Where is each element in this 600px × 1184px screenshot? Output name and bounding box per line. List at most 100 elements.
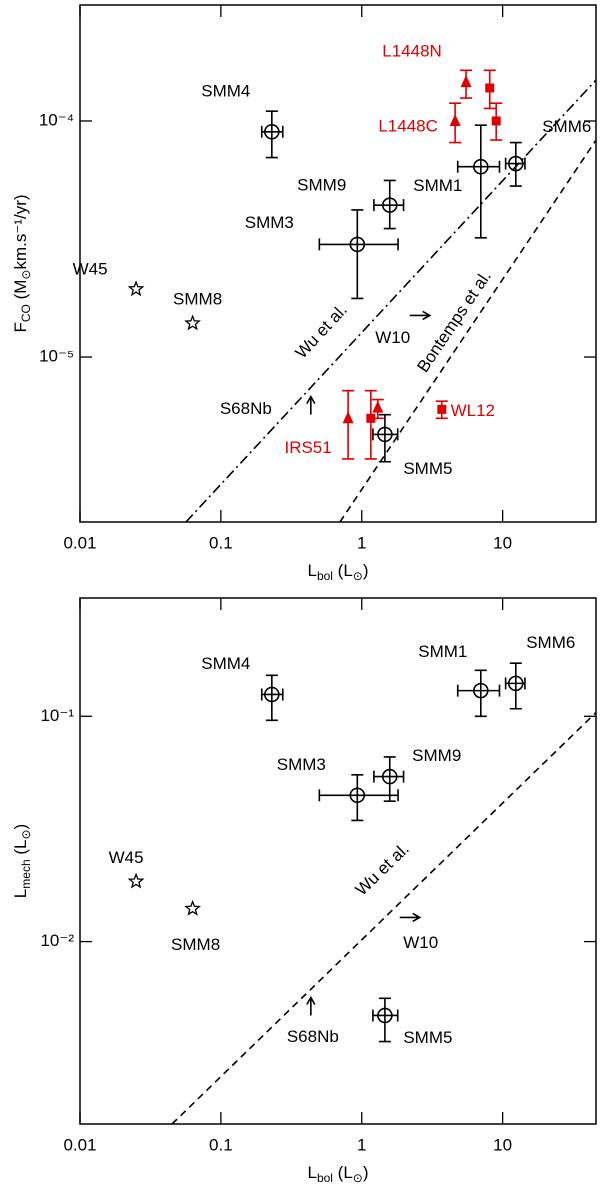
point [127, 872, 145, 889]
point-label: SMM4 [201, 654, 250, 673]
x-error-bar [456, 160, 501, 173]
point [127, 280, 145, 297]
point [507, 675, 524, 692]
label-part: (M [11, 280, 30, 305]
point [409, 310, 432, 321]
point-label: S68Nb [287, 1027, 339, 1046]
x-error-bar [373, 199, 405, 212]
point [473, 158, 489, 175]
x-error-bar [373, 770, 405, 783]
point [349, 236, 366, 253]
label-part: (L [11, 840, 30, 860]
y-error-bar [474, 124, 487, 239]
point [349, 787, 366, 804]
point [264, 123, 280, 140]
relation-line [171, 711, 596, 1124]
point [184, 899, 201, 916]
y-tick-label: 10⁻¹ [40, 706, 74, 725]
point-label: SMM1 [418, 642, 467, 661]
point [184, 314, 201, 331]
x-error-bar [456, 684, 501, 697]
y-error-bar [351, 773, 364, 822]
x-error-bar [372, 1009, 399, 1022]
y-error-bar [378, 997, 391, 1043]
point-label: W45 [109, 848, 144, 867]
point-label: L1448C [378, 116, 438, 135]
y-error-bar [474, 669, 487, 718]
point [366, 413, 376, 423]
x-error-bar [318, 789, 399, 802]
y-tick-label: 10⁻² [40, 931, 74, 950]
point-label: L1448N [382, 42, 442, 61]
point [473, 682, 489, 699]
point-label: SMM5 [403, 1028, 452, 1047]
y-error-bar [378, 413, 391, 463]
label-part: L [307, 1163, 316, 1182]
y-error-bar [364, 389, 377, 460]
point [381, 197, 398, 213]
x-axis-label: Lbol (L⊙) [307, 561, 368, 583]
label-part: km.s⁻¹/yr) [11, 194, 30, 269]
point [507, 155, 524, 172]
point [264, 686, 280, 703]
x-error-bar [318, 238, 399, 251]
point-label: WL12 [451, 401, 495, 420]
label-part: F [11, 322, 30, 332]
point-label: SMM5 [403, 459, 452, 478]
label-part: ) [11, 824, 30, 830]
label-part: ) [363, 1163, 369, 1182]
x-tick-label: 0.01 [63, 533, 96, 552]
label-part: mech [19, 859, 33, 888]
x-tick-label: 1 [357, 1135, 366, 1154]
point [399, 912, 422, 923]
y-axis-label: Lmech (L⊙) [11, 824, 33, 898]
point [342, 411, 354, 424]
plot-frame [79, 4, 597, 523]
point [377, 426, 393, 443]
point [377, 1007, 393, 1024]
line-label: Bontemps et al. [413, 267, 495, 376]
point-label: SMM1 [413, 176, 462, 195]
y-axis-label: FCO (M⊙km.s⁻¹/yr) [11, 194, 33, 332]
x-tick-label: 0.01 [63, 1135, 96, 1154]
point-label: S68Nb [220, 399, 272, 418]
point [306, 995, 316, 1016]
point-label: IRS51 [284, 438, 331, 457]
point-label: SMM4 [201, 81, 250, 100]
point [381, 768, 398, 785]
x-tick-label: 0.1 [209, 533, 233, 552]
point-label: SMM9 [297, 176, 346, 195]
point-label: SMM3 [277, 755, 326, 774]
point-label: W45 [73, 260, 108, 279]
y-error-bar [383, 756, 396, 802]
x-error-bar [372, 428, 399, 441]
label-part: L [307, 561, 316, 580]
label-part: (L [333, 1163, 353, 1182]
label-part: ) [363, 561, 369, 580]
point [449, 113, 461, 126]
label-part: bol [317, 569, 333, 583]
point-label: SMM8 [171, 935, 220, 954]
point [491, 116, 501, 126]
point [372, 400, 384, 413]
y-error-bar [509, 662, 522, 710]
point-label: SMM8 [173, 290, 222, 309]
point-label: SMM3 [245, 213, 294, 232]
y-error-bar [265, 674, 278, 722]
point [460, 75, 472, 88]
y-tick-label: 10⁻⁴ [39, 110, 74, 129]
line-label: Wu et al. [352, 839, 413, 899]
point [485, 83, 495, 93]
point-label: W10 [403, 933, 438, 952]
label-part: bol [317, 1171, 333, 1184]
point-label: SMM6 [542, 117, 591, 136]
y-error-bar [265, 110, 278, 159]
plot-frame [79, 597, 597, 1125]
label-part: CO [19, 304, 33, 322]
label-part: ⊙ [19, 829, 33, 839]
label-part: ⊙ [353, 569, 363, 583]
x-tick-label: 10 [493, 1135, 512, 1154]
